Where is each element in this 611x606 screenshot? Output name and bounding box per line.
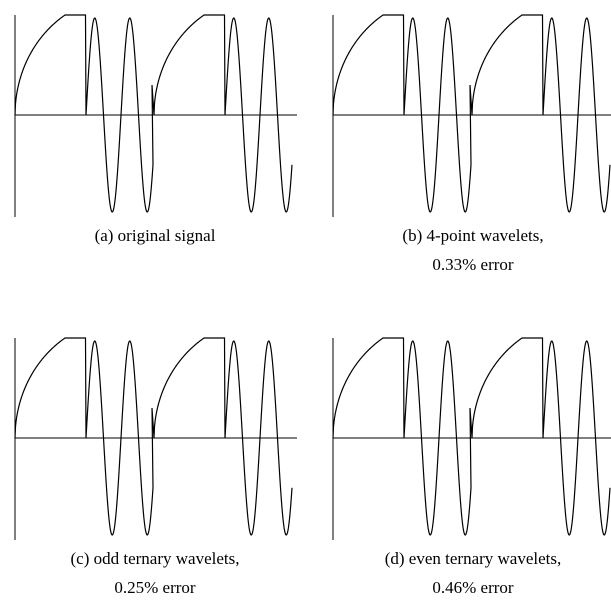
caption: 0.46% error bbox=[432, 578, 514, 597]
caption: (c) odd ternary wavelets, bbox=[71, 549, 240, 568]
caption: 0.33% error bbox=[432, 255, 514, 274]
signal-curve bbox=[332, 14, 611, 213]
signal-curve bbox=[14, 337, 293, 536]
caption: (d) even ternary wavelets, bbox=[385, 549, 562, 568]
caption: (b) 4-point wavelets, bbox=[402, 226, 543, 245]
caption: 0.25% error bbox=[114, 578, 196, 597]
signal-curve bbox=[332, 337, 611, 536]
caption: (a) original signal bbox=[95, 226, 216, 245]
signal-curve bbox=[14, 14, 293, 213]
